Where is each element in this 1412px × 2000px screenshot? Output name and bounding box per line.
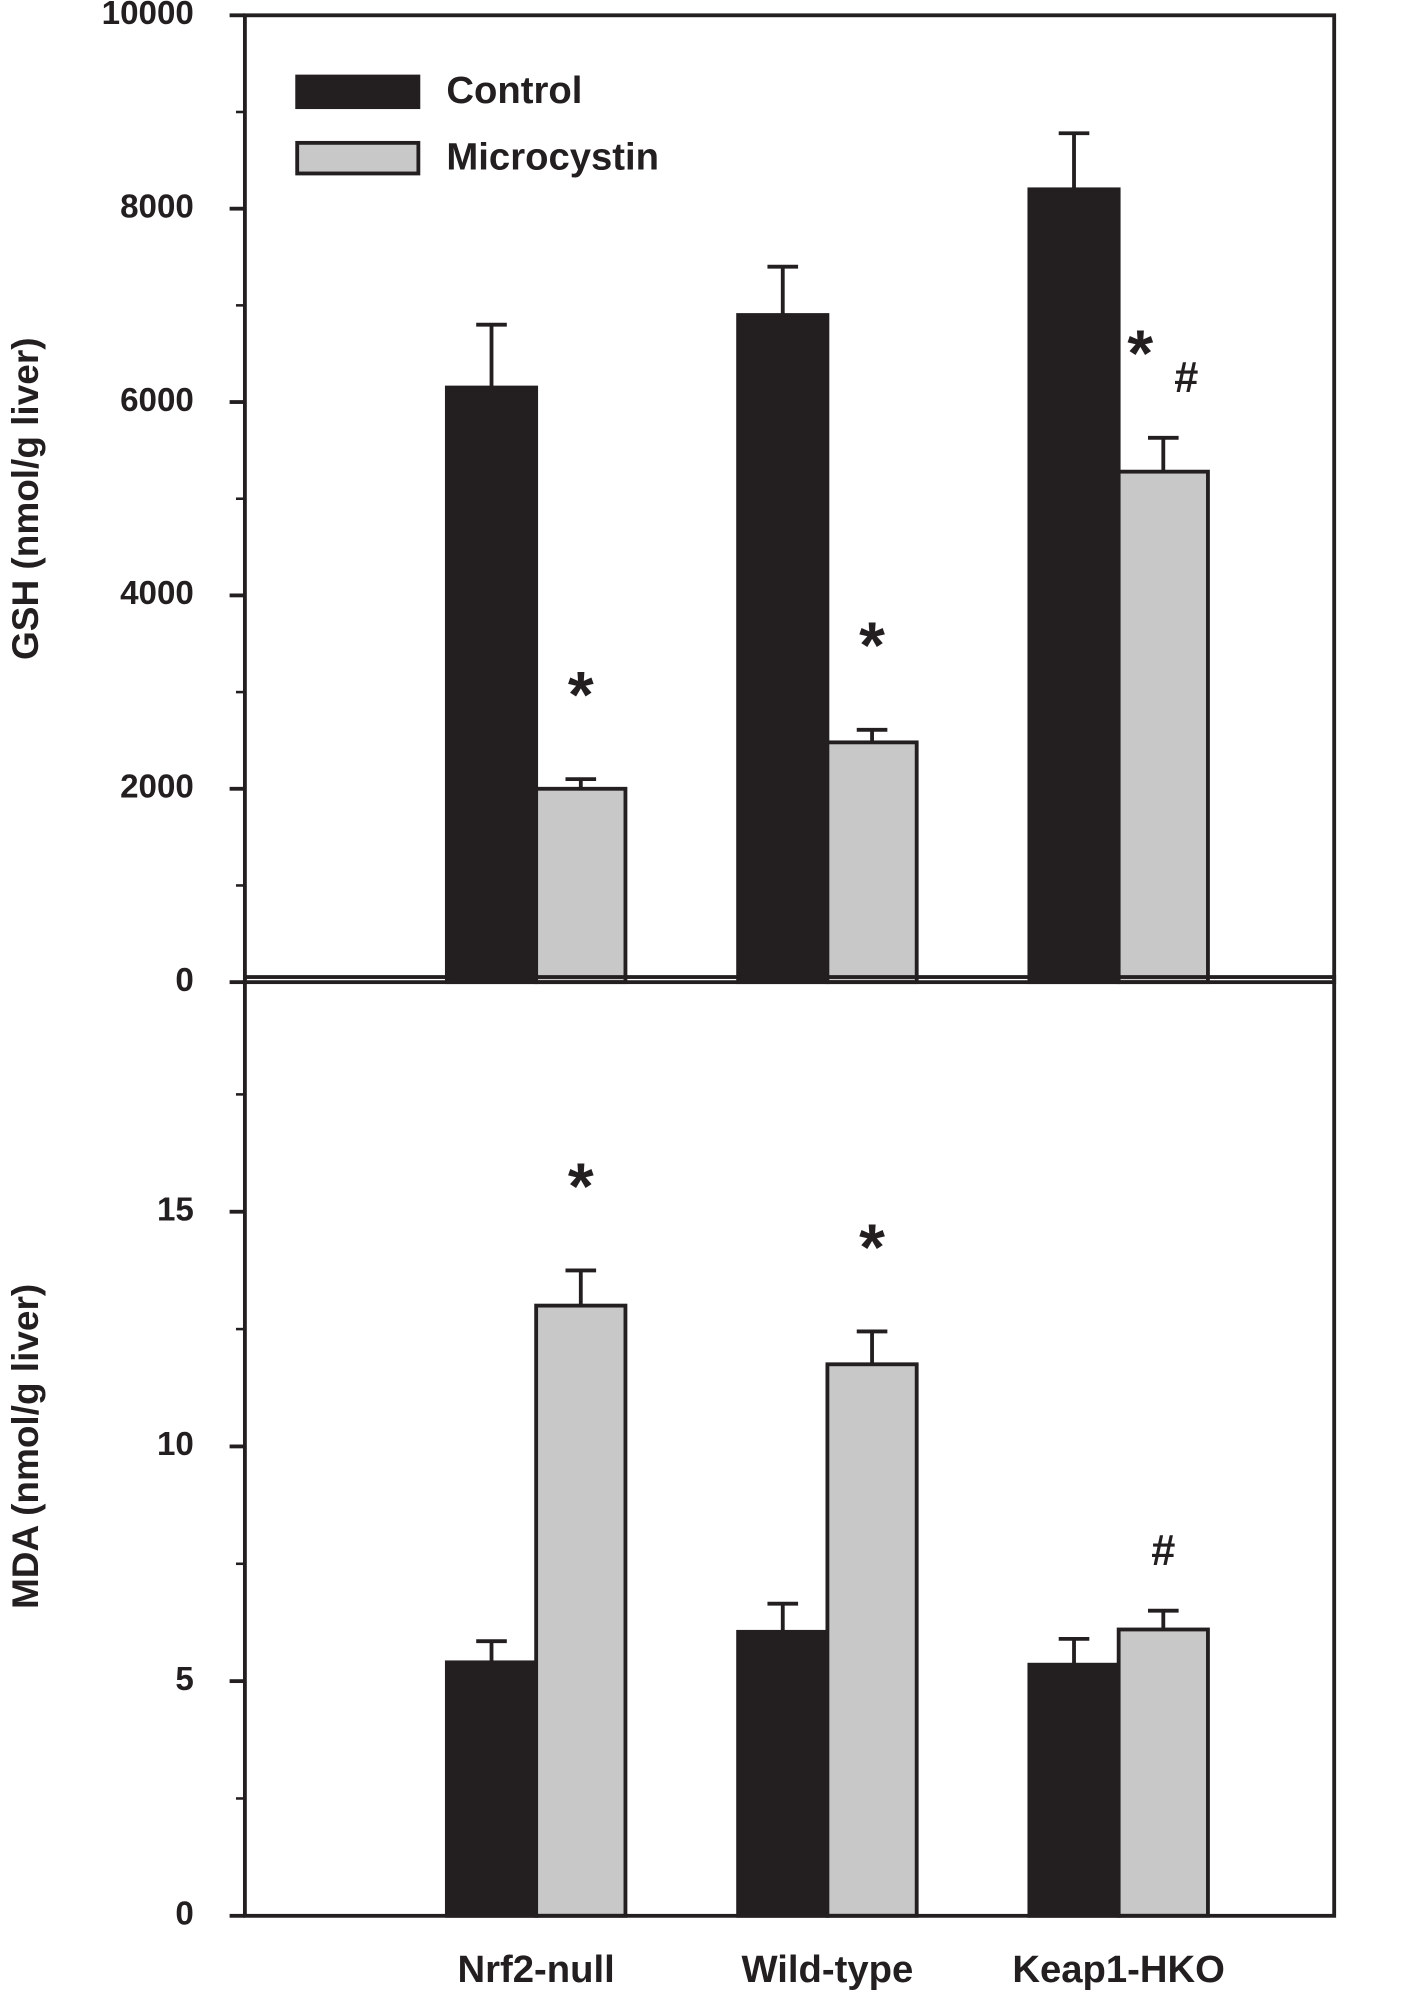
y-tick-label: 0: [175, 1896, 193, 1933]
x-tick-label: Keap1-HKO: [1012, 1948, 1225, 1991]
annotation: *: [568, 659, 594, 733]
bar: [534, 786, 628, 985]
y-tick-label: 10000: [102, 0, 194, 32]
x-tick-label: Wild-type: [742, 1948, 914, 1991]
plot-frame: [242, 13, 1337, 985]
annotation: #: [1151, 1527, 1175, 1575]
legend-label: Microcystin: [446, 136, 659, 179]
bar: [444, 1660, 539, 1918]
bar: [825, 740, 919, 985]
legend-swatch: [295, 74, 421, 110]
y-tick-label: 10: [157, 1426, 194, 1463]
x-tick-label: Nrf2-null: [458, 1948, 615, 1991]
bar: [534, 1303, 628, 1918]
legend-swatch: [295, 140, 421, 176]
y-tick-label: 2000: [120, 769, 194, 806]
legend-label: Control: [446, 69, 582, 112]
bar: [736, 1629, 830, 1918]
bar: [736, 313, 830, 985]
annotation: *: [859, 609, 885, 683]
y-axis-label: MDA (nmol/g liver): [5, 1284, 46, 1609]
y-tick-label: 6000: [120, 382, 194, 419]
bar: [1116, 1627, 1210, 1918]
bar: [825, 1362, 919, 1918]
y-tick-label: 8000: [120, 188, 194, 225]
bar: [1027, 187, 1121, 985]
bar: [1116, 469, 1210, 985]
y-tick-label: 15: [157, 1192, 194, 1229]
y-tick-label: 5: [175, 1661, 193, 1698]
bar: [1027, 1662, 1121, 1918]
y-tick-label: 4000: [120, 575, 194, 612]
annotation: *: [1127, 317, 1153, 391]
annotation: *: [859, 1211, 885, 1285]
annotation: #: [1174, 354, 1198, 402]
plot-frame: [242, 975, 1337, 1918]
y-axis-label: GSH (nmol/g liver): [5, 337, 46, 659]
y-tick-label: 0: [175, 962, 193, 999]
bar: [444, 385, 539, 985]
annotation: *: [568, 1150, 594, 1224]
